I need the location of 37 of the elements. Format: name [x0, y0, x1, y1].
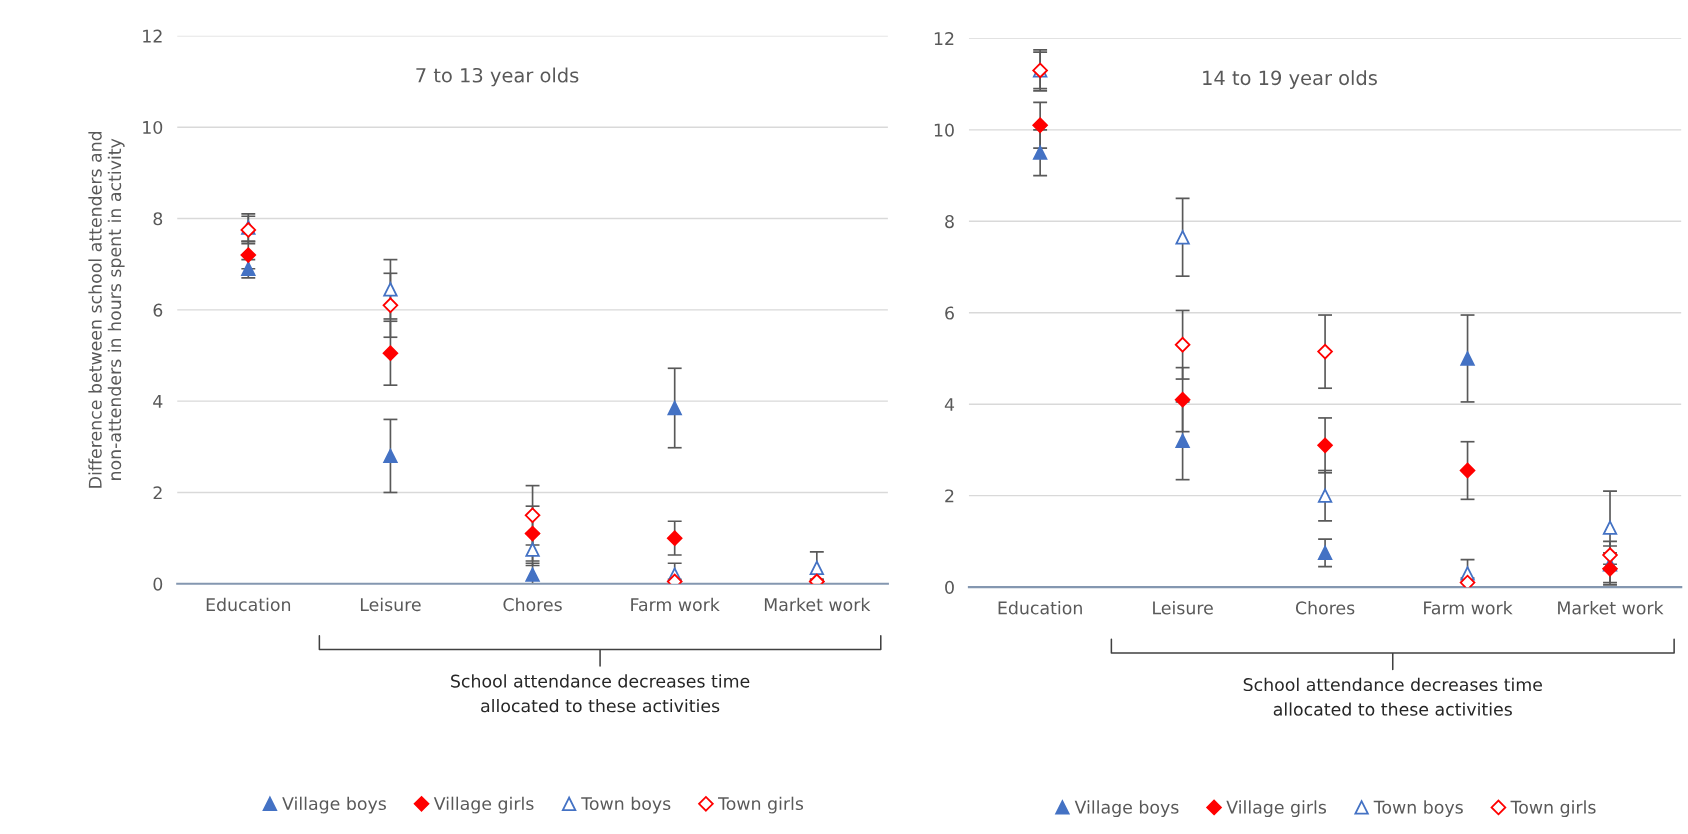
legend-label: Village boys [1074, 800, 1179, 818]
legend-label: Town girls [718, 796, 804, 814]
text: School attendance decreases time allocated to these activities [451, 674, 750, 713]
y-tick-label: 0 [153, 577, 163, 591]
y-tick-label: 10 [934, 123, 954, 137]
x-tick-label: Market work [764, 597, 871, 612]
x-tick-label: Leisure [1153, 601, 1213, 615]
y-tick-label: 4 [153, 395, 163, 408]
x-tick-label: Chores [1295, 601, 1355, 615]
y-axis-title: Difference between school attenders and non-attenders in hours spent in activity [88, 131, 125, 488]
legend-label: Town girls [1510, 800, 1596, 818]
y-tick-label: 8 [153, 212, 163, 226]
legend-label: Village boys [282, 796, 386, 814]
text: 14 to 19 year olds [1203, 70, 1377, 89]
y-tick-label: 6 [945, 306, 954, 320]
legend-label: Village girls [433, 796, 534, 814]
y-tick-label: 0 [945, 580, 954, 594]
text: 7 to 13 year olds [416, 67, 579, 87]
legend-label: Town boys [1373, 800, 1463, 818]
y-tick-label: 10 [143, 120, 163, 135]
x-tick-label: Market work [1558, 601, 1664, 615]
x-tick-label: Education [998, 601, 1082, 615]
x-tick-label: Leisure [360, 597, 421, 612]
y-tick-label: 4 [944, 398, 955, 411]
y-tick-label: 6 [153, 303, 163, 317]
y-tick-label: 12 [143, 29, 162, 43]
text: School attendance decreases time allocated to these activities [1243, 677, 1542, 716]
x-tick-label: Farm work [1424, 601, 1513, 615]
x-tick-label: Farm work [631, 597, 720, 612]
y-tick-label: 2 [945, 489, 954, 503]
x-tick-label: Education [206, 597, 291, 612]
legend-label: Village girls [1226, 800, 1327, 818]
y-tick-label: 8 [945, 215, 954, 229]
legend-label: Town boys [581, 796, 671, 814]
x-tick-label: Chores [503, 597, 562, 612]
y-tick-label: 12 [934, 32, 954, 45]
y-tick-label: 2 [153, 486, 162, 500]
